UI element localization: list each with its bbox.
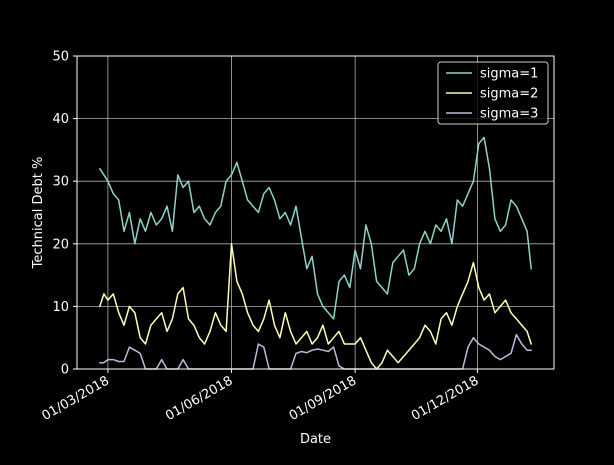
legend: sigma=1 sigma=2 sigma=3: [437, 61, 549, 125]
y-tick-label: 30: [52, 175, 69, 190]
x-axis-label: Date: [300, 432, 331, 447]
y-tick-label: 10: [52, 300, 69, 315]
legend-label: sigma=1: [480, 67, 538, 82]
legend-label: sigma=2: [480, 87, 538, 102]
plot-area-border: [76, 55, 555, 370]
y-tick-label: 40: [52, 112, 69, 127]
legend-label: sigma=3: [480, 107, 538, 122]
series-line-2: [99, 243, 532, 370]
legend-box: [437, 61, 549, 125]
series-line-1: [99, 136, 532, 320]
y-axis-ticks: 0 10 20 30 40 50: [52, 50, 77, 378]
y-tick-label: 0: [61, 363, 69, 378]
y-axis-label: Technical Debt %: [31, 157, 46, 270]
y-tick-label: 20: [52, 237, 69, 252]
y-tick-label: 50: [52, 50, 69, 65]
